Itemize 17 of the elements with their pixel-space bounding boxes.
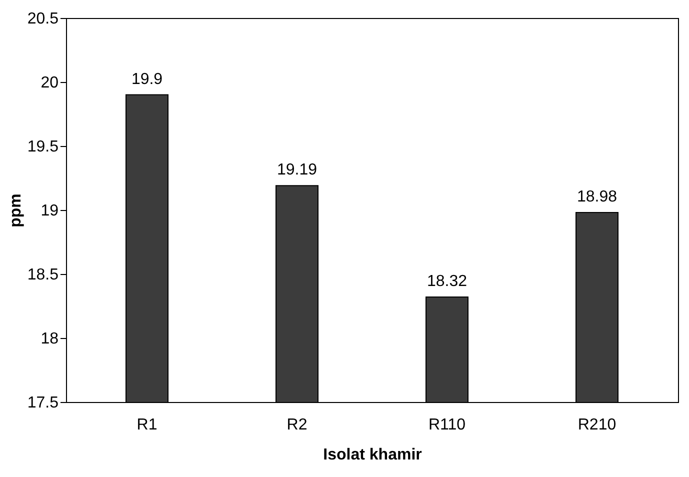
data-label: 19.19 — [276, 162, 318, 179]
y-tick-label: 19 — [40, 202, 59, 220]
y-tick-label: 18 — [40, 330, 59, 348]
x-tick-label: R210 — [578, 416, 616, 434]
x-tick-label: R110 — [428, 416, 466, 434]
y-tick-label: 18.5 — [27, 266, 59, 284]
y-tick-label: 17.5 — [27, 394, 59, 412]
x-axis-title: Isolat khamir — [323, 446, 422, 464]
data-label: 18.32 — [426, 273, 468, 290]
x-tick-label: R2 — [286, 416, 308, 434]
y-tick-label: 19.5 — [27, 138, 59, 156]
x-tick-label: R1 — [136, 416, 158, 434]
y-tick-label: 20.5 — [27, 10, 59, 28]
y-tick-label: 20 — [40, 74, 59, 92]
data-label: 19.9 — [131, 70, 163, 88]
data-label: 18.98 — [576, 188, 618, 206]
y-axis-title: ppm — [7, 194, 24, 228]
